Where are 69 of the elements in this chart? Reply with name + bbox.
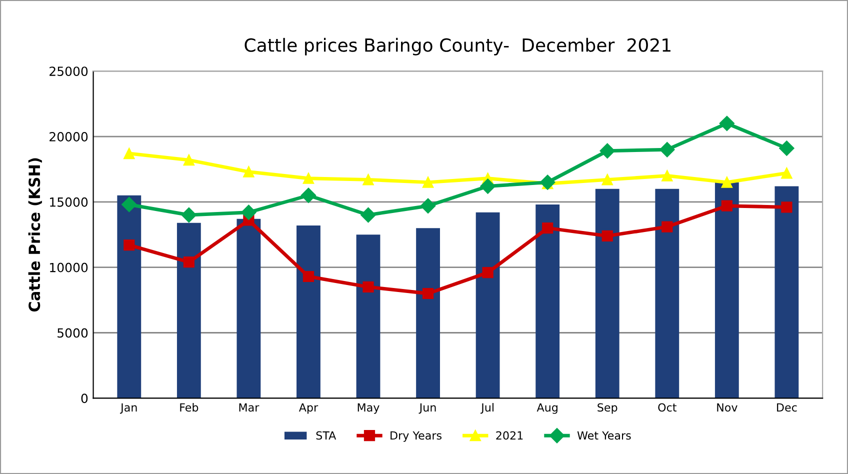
bar: [714, 182, 739, 398]
point: [181, 207, 196, 223]
point: [600, 143, 615, 158]
point: [721, 176, 732, 188]
point: [721, 200, 732, 212]
point: [241, 204, 256, 220]
x-tick-label: Mar: [239, 403, 260, 412]
bar: [476, 212, 500, 398]
bar: [236, 218, 261, 398]
point: [183, 154, 194, 166]
point: [302, 172, 314, 184]
point: [540, 174, 556, 190]
point: [779, 140, 794, 156]
y-tick-label: 0: [81, 394, 88, 404]
point: [420, 198, 436, 214]
y-axis-title: Cattle Price (KSH): [28, 158, 42, 312]
point: [302, 270, 314, 282]
point: [243, 166, 254, 178]
x-tick-label: May: [358, 403, 380, 414]
point: [360, 207, 376, 223]
point: [482, 267, 494, 278]
bar: [117, 195, 142, 398]
bar: [655, 188, 680, 398]
x-tick-label: Jul: [480, 403, 494, 414]
x-tick-label: Dec: [777, 403, 797, 412]
point: [422, 288, 434, 300]
point: [542, 222, 554, 234]
bar: [774, 186, 799, 398]
point: [124, 240, 135, 251]
point: [662, 221, 673, 232]
point: [183, 256, 194, 268]
x-tick-label: Oct: [658, 403, 676, 412]
y-tick-label: 15000: [50, 197, 88, 207]
point: [300, 188, 316, 203]
bar: [416, 228, 440, 398]
point: [781, 202, 792, 213]
y-tick-label: 10000: [50, 262, 88, 272]
bar: [356, 234, 380, 398]
x-tick-label: Aug: [536, 403, 558, 414]
legend-label: Wet Years: [577, 431, 631, 440]
point: [660, 142, 675, 158]
bar: [595, 188, 620, 398]
legend-label: STA: [316, 431, 336, 440]
point: [480, 178, 496, 194]
point: [362, 281, 374, 293]
point: [781, 168, 792, 179]
x-tick-label: Sep: [598, 403, 618, 414]
point: [422, 176, 434, 188]
bar: [176, 222, 201, 398]
point: [602, 230, 613, 242]
y-tick-label: 20000: [50, 132, 88, 142]
point: [122, 196, 137, 212]
bar: [536, 204, 560, 398]
chart-title: Cattle prices Baringo County- December 2021: [244, 38, 670, 56]
point: [602, 174, 613, 186]
bar: [296, 225, 320, 398]
x-tick-label: Apr: [298, 403, 318, 414]
y-tick-label: 25000: [50, 66, 88, 76]
legend-label: Dry Years: [390, 431, 442, 442]
x-tick-label: Jan: [120, 403, 137, 414]
y-tick-label: 5000: [58, 328, 88, 338]
x-tick-label: Jun: [418, 403, 436, 414]
point: [362, 174, 374, 186]
x-tick-label: Nov: [717, 403, 738, 412]
point: [124, 148, 135, 160]
legend-label: 2021: [496, 431, 523, 440]
point: [662, 170, 673, 182]
point: [719, 116, 734, 131]
x-tick-label: Feb: [180, 403, 198, 412]
